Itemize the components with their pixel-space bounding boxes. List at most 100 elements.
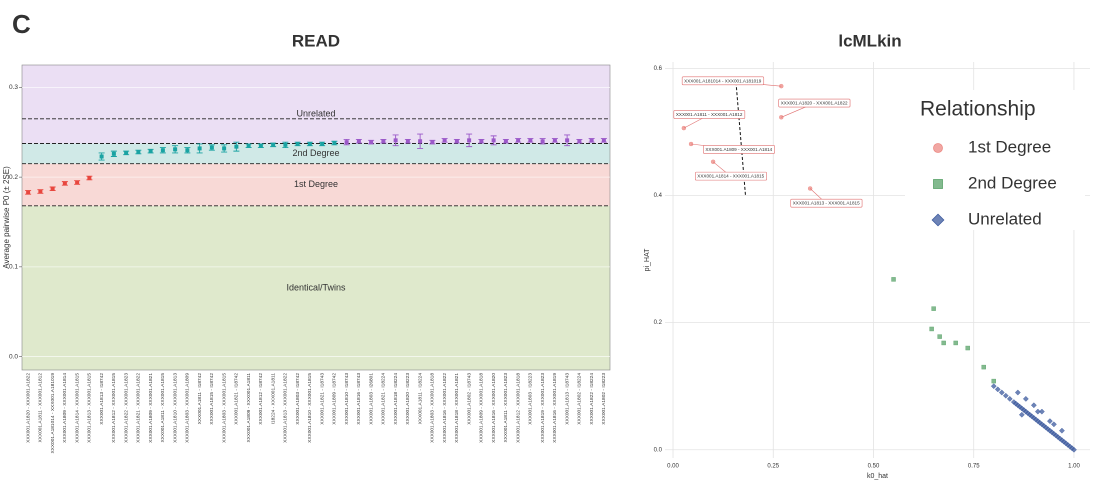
error-bar-group (257, 143, 264, 148)
x-tick-label: XXX001.A1809 - XXX001.A1818 (479, 373, 485, 443)
error-bar-group (392, 134, 399, 147)
error-bar-group (123, 150, 130, 156)
error-bar-group (600, 138, 607, 143)
x-tick-label: XXX001.A1811 - I18224 (417, 373, 423, 425)
point (405, 139, 410, 144)
x-tick-label: XXX001.A1802 - I18743 (466, 373, 472, 425)
annotation-box (703, 145, 775, 154)
annotation: XXX001.A181014 - XXX001.A181019 (681, 76, 765, 86)
error-bar-group (196, 143, 203, 154)
annotation-box (790, 198, 863, 208)
error-bar-group (37, 189, 44, 194)
x-tick-label: XXX001.A1816 - I18743 (356, 373, 362, 425)
x-tick-label: XXX001.A1818 - I18224 (393, 373, 399, 425)
error-bar-group (294, 141, 301, 147)
point (991, 378, 996, 384)
point (124, 150, 129, 155)
point (222, 146, 227, 151)
band-label: Unrelated (296, 109, 335, 119)
point (565, 138, 570, 143)
band-label: 2nd Degree (292, 148, 339, 158)
x-tick-label: XXX001.A1819 - XXX001.A1823 (540, 373, 546, 443)
annotation-label: XXX001.A1820 - XXX001.A1822 (781, 101, 848, 106)
point (491, 138, 496, 143)
point (577, 139, 582, 144)
point (381, 139, 386, 144)
annotation-label: XXX001.A181014 - XXX001.A181019 (684, 78, 762, 83)
x-tick-label: XXX001.A1803 - I18742 (295, 373, 301, 425)
point (1034, 408, 1041, 415)
error-bar-group (576, 139, 583, 144)
annotation: XXX001.A1814 - XXX001.A1815 (694, 171, 767, 181)
x-tick-label: XXX001.A1812 - XXX001.A1815 (111, 373, 117, 443)
point (111, 151, 116, 156)
x-tick-label: XXX001.A1803 - I26801 (368, 373, 374, 425)
point (981, 364, 986, 370)
point (479, 139, 484, 144)
x-tick-label: XXX001.A1802 - I18223 (601, 373, 607, 425)
x-tick-label: XXX001.A1809 - I18742 (332, 373, 338, 425)
x-tick-label: XXX001.A1814 - XXX001.A1815 (74, 373, 80, 443)
x-tick-label: XXX001.A1820 - XXX001.A1822 (25, 373, 31, 443)
error-bar-group (306, 141, 313, 147)
x-tick-label: XXX001.A1820 - I18223 (405, 373, 411, 425)
error-bar-group (25, 190, 32, 195)
x-tick-label: XXX001.A1810 - XXX001.A1813 (172, 373, 178, 443)
point (320, 141, 325, 146)
error-bar-group (502, 139, 509, 144)
error-bar-group (245, 143, 252, 148)
error-bar-group (441, 138, 448, 143)
error-bar-group (184, 147, 191, 154)
annotation-box (681, 76, 765, 86)
x-tick-label: XXX001.A1815 - I18742 (209, 373, 215, 425)
point (258, 143, 263, 148)
error-bar-group (551, 138, 558, 143)
error-bar-group (61, 181, 68, 186)
point (1059, 427, 1065, 434)
point (990, 383, 997, 390)
point (941, 340, 946, 346)
x-tick-label: XXX001.A1811 - XXX001.A1823 (503, 373, 509, 443)
x-tick-label: XXX001.A1813 - I18742 (99, 373, 105, 425)
x-tick-label: XXX001.A1821 - I18743 (319, 373, 325, 425)
point (552, 138, 557, 143)
chart-title: READ (292, 31, 340, 50)
point (356, 139, 361, 144)
point (929, 326, 934, 332)
annotation: XXX001.A1809 - XXX001.A1814 (703, 145, 775, 154)
x-tick-label: 1.00 (1068, 464, 1080, 470)
point (50, 186, 55, 191)
point (933, 143, 943, 153)
error-bar-group (453, 139, 460, 144)
point (283, 142, 288, 147)
error-bar-group (539, 138, 546, 145)
error-bar-group (429, 139, 436, 145)
annotation-label: XXX001.A1809 - XXX001.A1814 (705, 147, 772, 152)
x-tick-label: XXX001.A1812 - XXX001.A1818 (515, 373, 521, 443)
x-tick-label: XXX001.A1803 - XXX001.A1818 (430, 373, 436, 443)
point (1039, 408, 1045, 415)
x-tick-label: XXX001.A181014 - XXX001.A181019 (50, 373, 56, 454)
x-tick-label: XXX001.A1803 - XXX001.A1809 (185, 373, 191, 443)
x-tick-label: XXX001.A1803 - I18223 (528, 373, 534, 425)
legend-background (905, 90, 1085, 230)
point (528, 138, 533, 143)
y-tick-label: 0.1 (9, 264, 18, 271)
point (332, 141, 337, 146)
legend-label: Unrelated (968, 209, 1042, 228)
point (75, 180, 80, 185)
error-bar-group (564, 134, 571, 147)
error-bar-group (233, 141, 240, 152)
point (540, 139, 545, 144)
point (307, 141, 312, 146)
error-bar-group (404, 139, 411, 144)
x-tick-label: XXX001.A1802 - I18224 (577, 373, 583, 425)
error-bar-group (159, 147, 166, 154)
point (136, 150, 141, 155)
error-bar-group (368, 139, 375, 145)
point (1051, 421, 1057, 428)
error-bar-group (221, 144, 228, 153)
x-tick-label: 0.25 (767, 464, 779, 470)
point (1030, 402, 1037, 409)
point (998, 389, 1005, 396)
